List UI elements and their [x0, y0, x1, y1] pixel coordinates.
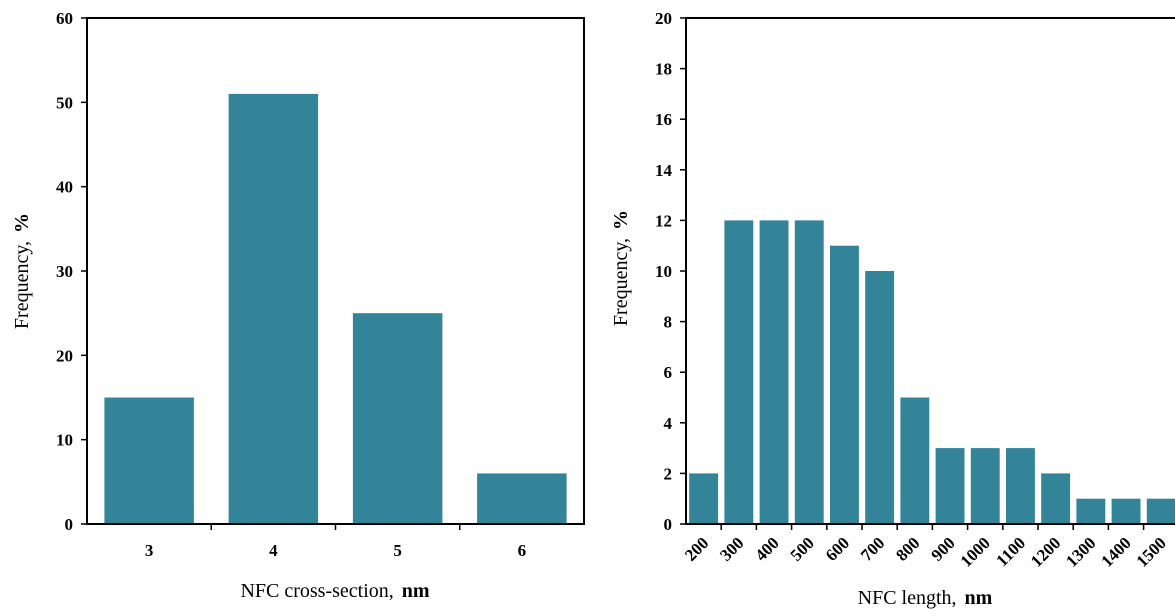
cross-section-bar	[228, 93, 319, 525]
length-bar	[759, 220, 789, 524]
length-bar	[865, 271, 895, 524]
length-y-tick-label: 0	[664, 515, 673, 534]
cross-section-bar	[477, 473, 567, 524]
cross-section-y-tick-label: 0	[65, 515, 74, 534]
length-x-tick-label: 1300	[1062, 533, 1099, 570]
length-y-tick-label: 4	[664, 414, 673, 433]
length-y-tick-label: 6	[664, 363, 673, 382]
length-plot-frame	[685, 17, 1175, 525]
cross-section-y-tick-label: 40	[56, 178, 73, 197]
length-x-tick-label: 1100	[992, 533, 1029, 570]
length-x-tick-label: 1500	[1133, 533, 1170, 570]
length-y-tick-label: 16	[655, 110, 672, 129]
length-y-tick-label: 10	[655, 262, 672, 281]
length-bar	[935, 448, 965, 524]
length-y-tick-label: 20	[655, 9, 672, 28]
cross-section-bar	[104, 397, 194, 524]
length-x-ticks: 200 300 400 500 600 700 800 9001000110012001300…	[681, 524, 1170, 571]
length-bar	[1146, 498, 1175, 524]
length-bar	[689, 473, 719, 524]
length-x-tick-label: 1400	[1097, 533, 1134, 570]
length-bar	[794, 220, 824, 524]
length-bar	[900, 397, 930, 524]
cross-section-y-tick-label: 30	[56, 262, 73, 281]
cross-section-x-tick-label: 4	[269, 541, 278, 560]
length-bar	[1076, 498, 1106, 524]
length-x-tick-label: 1000	[957, 533, 994, 570]
cross-section-y-tick-label: 20	[56, 346, 73, 365]
length-y-ticks: 0 2 4 6 8 10 12 14 16 18 20	[655, 9, 686, 534]
length-y-tick-label: 18	[655, 60, 672, 79]
length-y-tick-label: 2	[664, 464, 673, 483]
length-x-tick-label: 700	[857, 533, 888, 564]
length-bar	[830, 245, 859, 524]
cross-section-bars	[104, 93, 567, 525]
cross-section-x-tick-label: 5	[393, 541, 402, 560]
cross-section-y-tick-label: 10	[56, 431, 73, 450]
length-bar	[1041, 473, 1071, 524]
length-bar	[724, 220, 754, 524]
cross-section-x-axis-label: NFC cross-section, nm	[240, 580, 429, 602]
length-bar	[1006, 448, 1035, 524]
length-x-tick-label: 500	[787, 533, 818, 564]
length-x-tick-label: 400	[751, 533, 782, 564]
length-x-tick-label: 600	[822, 533, 853, 564]
length-y-tick-label: 12	[655, 211, 672, 230]
length-bars	[689, 220, 1175, 524]
length-bar	[1111, 498, 1141, 524]
length-chart: 0 2 4 6 8 10 12 14 16 18 20 200 300 400 500 600 700 800 9…	[610, 9, 1175, 609]
cross-section-y-tick-label: 60	[56, 9, 73, 28]
length-x-axis-label: NFC length, nm	[858, 587, 993, 609]
length-y-tick-label: 8	[664, 313, 673, 332]
cross-section-y-ticks: 0 10 20 30 40 50 60	[56, 9, 87, 534]
cross-section-x-tick-label: 6	[518, 541, 527, 560]
cross-section-bar	[352, 313, 443, 524]
cross-section-y-tick-label: 50	[56, 93, 73, 112]
length-x-tick-label: 800	[892, 533, 923, 564]
length-y-tick-label: 14	[655, 161, 673, 180]
cross-section-x-tick-label: 3	[145, 541, 154, 560]
length-y-axis-label: Frequency,%	[610, 210, 632, 326]
cross-section-x-ticks: 3 4 5 6	[145, 524, 526, 560]
length-x-tick-label: 900	[927, 533, 958, 564]
cross-section-y-axis-label: Frequency,%	[11, 213, 33, 329]
length-x-tick-label: 300	[716, 533, 747, 564]
length-x-tick-label: 200	[681, 533, 712, 564]
length-bar	[970, 448, 1000, 524]
length-x-tick-label: 1200	[1027, 533, 1064, 570]
